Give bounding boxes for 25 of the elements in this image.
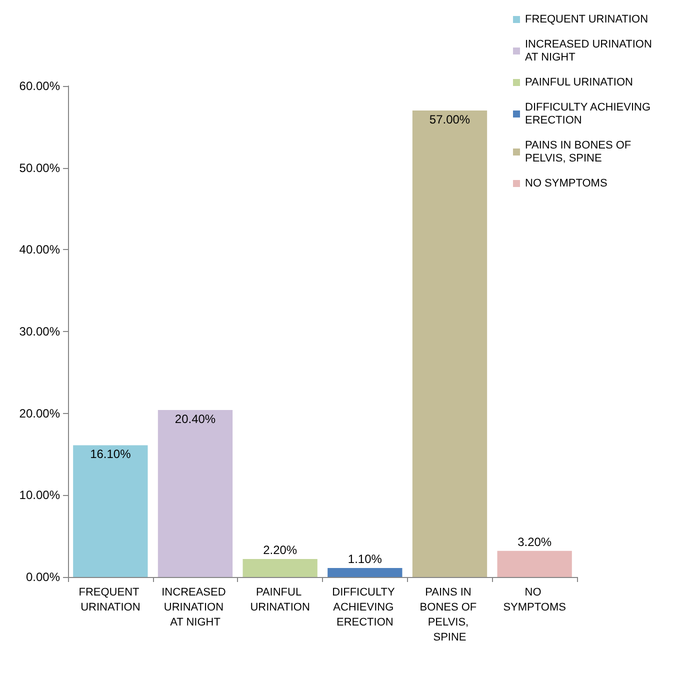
x-tick-label: INCREASED URINATION AT NIGHT: [162, 586, 229, 628]
y-tick-label: 10.00%: [19, 488, 60, 502]
y-tick-label: 0.00%: [26, 570, 60, 584]
y-tick-label: 50.00%: [19, 160, 60, 175]
legend-label: DIFFICULTY ACHIEVING ERECTION: [525, 102, 654, 126]
y-tick-label: 40.00%: [19, 242, 60, 257]
data-label: 20.40%: [174, 412, 216, 426]
data-label: 3.20%: [518, 534, 552, 549]
data-label: 57.00%: [429, 112, 470, 127]
y-tick-label: 60.00%: [19, 79, 60, 93]
legend-label: NO SYMPTOMS: [525, 178, 608, 190]
y-tick-label: 30.00%: [19, 324, 60, 338]
y-tick-label: 20.00%: [19, 406, 60, 420]
data-label: 16.10%: [90, 447, 132, 462]
x-tick-label: NO SYMPTOMS: [503, 586, 566, 614]
legend-label: FREQUENT URINATION: [525, 14, 648, 26]
x-tick-label: DIFFICULTY ACHIEVING ERECTION: [332, 586, 398, 628]
legend-label: INCREASED URINATION AT NIGHT: [525, 38, 655, 64]
data-label: 1.10%: [348, 552, 382, 566]
x-tick-label: PAINS IN BONES OF PELVIS, SPINE: [420, 586, 480, 644]
x-tick-label: FREQUENT URINATION: [78, 586, 142, 614]
legend-label: PAINS IN BONES OF PELVIS, SPINE: [525, 140, 634, 164]
data-label: 2.20%: [263, 542, 298, 557]
legend-label: PAINFUL URINATION: [525, 76, 634, 88]
x-tick-label: PAINFUL URINATION: [250, 586, 310, 614]
